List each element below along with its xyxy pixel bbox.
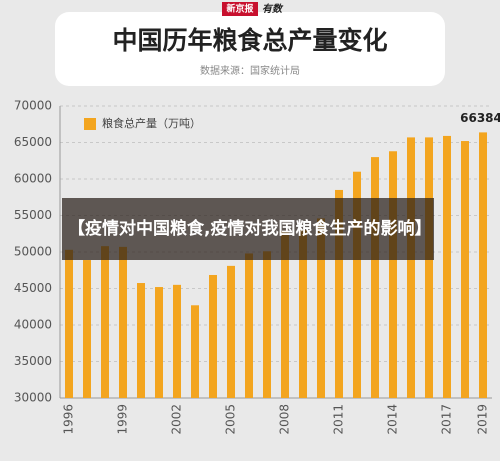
bar (191, 305, 199, 398)
y-tick-label: 50000 (14, 245, 52, 259)
bar (371, 157, 379, 398)
y-tick-label: 45000 (14, 281, 52, 295)
x-tick-label: 1996 (62, 404, 76, 435)
chart-subtitle: 数据来源：国家统计局 (200, 64, 300, 77)
bar (335, 189, 343, 398)
bar (281, 230, 289, 398)
x-tick-label: 2008 (278, 404, 292, 435)
logo-sub: 有数 (262, 3, 284, 15)
y-tick-label: 70000 (14, 99, 52, 113)
x-tick-label: 1999 (116, 404, 130, 435)
bar (83, 260, 91, 398)
chart-title: 中国历年粮食总产量变化 (112, 26, 387, 55)
bar (299, 230, 307, 398)
x-tick-label: 2011 (332, 404, 346, 435)
bar (155, 287, 163, 398)
overlay-caption: 【疫情对中国粮食,疫情对我国粮食生产的影响】 (62, 198, 434, 260)
y-tick-label: 55000 (14, 208, 52, 222)
x-tick-label: 2019 (476, 404, 490, 435)
bar (443, 135, 451, 398)
y-tick-label: 65000 (14, 135, 52, 149)
y-tick-label: 35000 (14, 354, 52, 368)
bar (227, 265, 235, 398)
x-tick-label: 2005 (224, 404, 238, 435)
x-tick-label: 2002 (170, 404, 184, 435)
y-tick-label: 40000 (14, 318, 52, 332)
bar (425, 137, 433, 398)
bar (137, 283, 145, 398)
legend-swatch (84, 118, 96, 130)
bar (173, 284, 181, 398)
x-tick-label: 2014 (386, 404, 400, 435)
bar (119, 246, 127, 398)
bar (209, 274, 217, 398)
bar (407, 137, 415, 398)
data-label: 66384 (460, 111, 500, 125)
y-tick-label: 60000 (14, 172, 52, 186)
legend-label: 粮食总产量（万吨） (102, 116, 201, 130)
bar (389, 151, 397, 398)
x-tick-label: 2017 (440, 404, 454, 435)
bar (263, 251, 271, 398)
bar (317, 218, 325, 398)
bar (245, 253, 253, 398)
bar (353, 171, 361, 398)
bar (461, 141, 469, 399)
y-tick-label: 30000 (14, 391, 52, 405)
logo: 新京报 (226, 3, 253, 15)
bar (101, 246, 109, 398)
bar (479, 132, 487, 399)
bar (65, 249, 73, 398)
logo-box (222, 2, 258, 16)
header-panel (55, 12, 445, 86)
